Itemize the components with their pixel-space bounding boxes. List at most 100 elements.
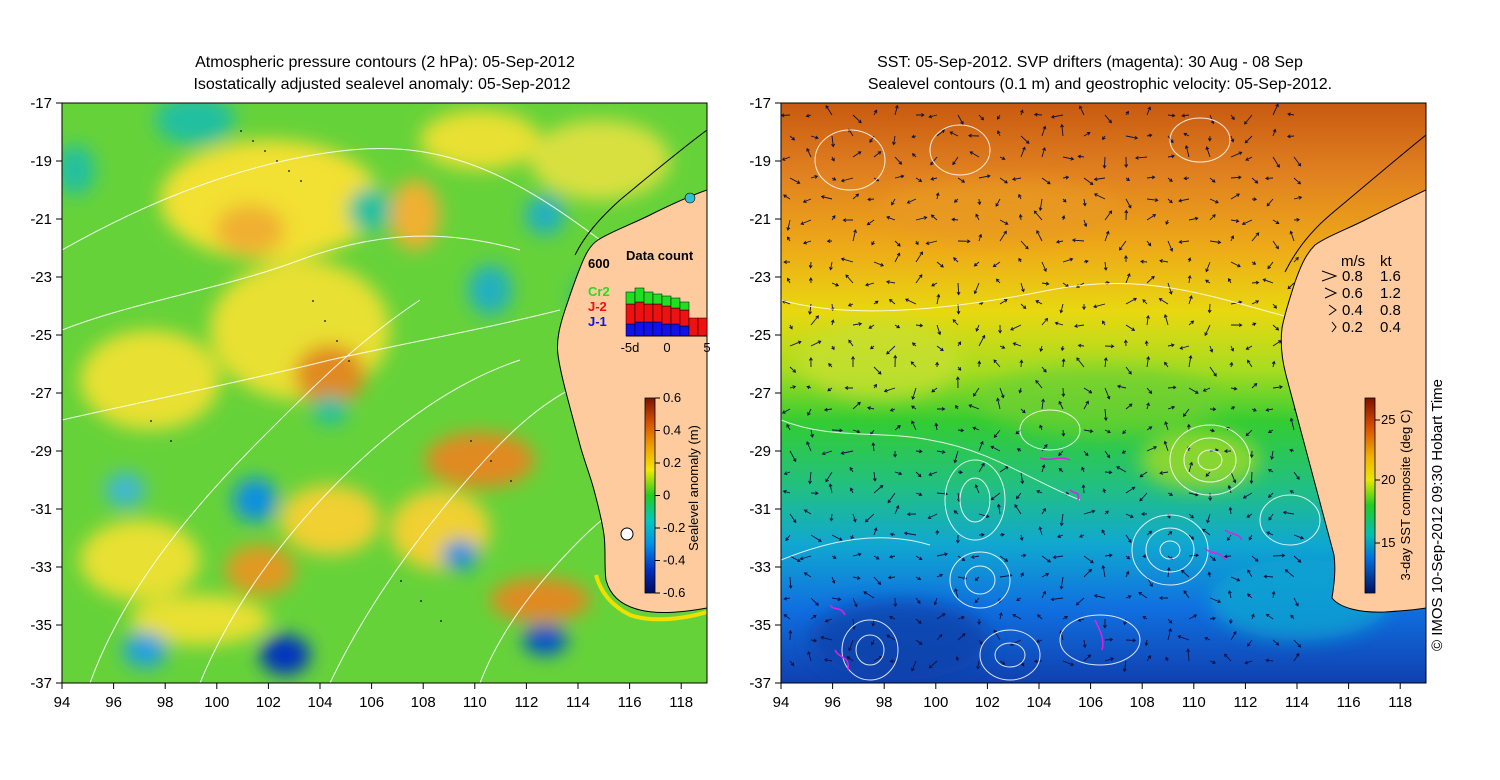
velocity-arrow <box>1159 470 1169 475</box>
velocity-arrow <box>1163 313 1169 326</box>
velocity-arrow <box>887 575 896 580</box>
velocity-arrow <box>1293 177 1302 185</box>
velocity-arrow <box>1125 324 1136 331</box>
velocity-arrow <box>955 404 959 410</box>
velocity-arrow <box>852 114 862 124</box>
velocity-arrow <box>1015 597 1022 601</box>
velocity-arrow <box>915 555 923 561</box>
velocity-arrow <box>1058 450 1064 457</box>
tide-gauge-marker[interactable] <box>620 527 634 541</box>
velocity-arrow <box>1016 448 1022 452</box>
velocity-arrow <box>1125 297 1137 305</box>
velocity-arrow <box>936 613 946 620</box>
velocity-arrow <box>1293 217 1301 222</box>
velocity-arrow <box>1018 213 1023 221</box>
velocity-arrow <box>957 428 965 433</box>
velocity-arrow <box>1183 132 1190 137</box>
velocity-arrow <box>1227 589 1232 599</box>
velocity-arrow <box>1122 429 1127 435</box>
velocity-arrow <box>891 198 896 206</box>
velocity-arrow <box>1209 366 1217 377</box>
velocity-arrow <box>1041 555 1052 563</box>
velocity-arrow <box>1060 123 1064 137</box>
velocity-arrow <box>1041 464 1046 473</box>
right-map-area[interactable] <box>781 103 1426 683</box>
velocity-arrow <box>1019 359 1024 368</box>
right-lat-tick-label: -35 <box>749 617 771 634</box>
velocity-arrow <box>1083 387 1093 394</box>
velocity-arrow <box>1035 379 1043 389</box>
velocity-legend: m/s kt 0.8 1.60.6 1.20.4 0.80.2 0.4 <box>1321 253 1401 336</box>
velocity-arrow <box>1272 219 1280 224</box>
velocity-arrow <box>873 300 879 305</box>
left-lon-tick-label: 104 <box>307 694 332 711</box>
velocity-arrow <box>1167 618 1173 624</box>
velocity-arrow <box>1116 384 1127 389</box>
sla-colorbar: 0.6 0.4 0.2 0 -0.2 -0.4 -0.6 Sealevel anomaly … <box>644 390 701 600</box>
velocity-arrow <box>789 366 797 373</box>
velocity-arrow <box>1101 529 1106 536</box>
velocity-arrow <box>930 156 938 166</box>
velocity-arrow <box>1290 614 1295 620</box>
velocity-arrow <box>1247 639 1253 647</box>
velocity-arrow <box>1223 653 1232 662</box>
vel-legend-kt: 0.8 <box>1380 302 1401 319</box>
left-map-area[interactable] <box>55 95 707 683</box>
velocity-arrow <box>842 218 854 223</box>
velocity-arrow <box>807 650 812 662</box>
velocity-arrow <box>1272 385 1283 390</box>
velocity-arrow <box>1077 343 1085 348</box>
velocity-arrow <box>1167 154 1176 159</box>
velocity-arrow <box>852 429 861 434</box>
velocity-arrow <box>889 408 896 412</box>
coastal-station-marker[interactable] <box>684 192 696 204</box>
velocity-arrow <box>1142 616 1148 620</box>
velocity-arrow <box>999 387 1005 399</box>
right-lon-axis: 94 96 98 100 102 104 106 108 110 112 114 116 118 <box>773 683 1412 711</box>
velocity-arrow <box>889 554 896 559</box>
data-count-600-label: 600 <box>588 256 610 271</box>
velocity-arrow <box>894 504 900 515</box>
velocity-arrow <box>911 405 917 410</box>
velocity-arrow <box>1038 198 1043 212</box>
dc-bar-j1 <box>679 325 690 337</box>
left-lon-tick-label: 110 <box>463 694 487 711</box>
velocity-arrow <box>866 219 875 226</box>
velocity-arrow <box>1052 555 1064 560</box>
velocity-arrow <box>1209 407 1217 412</box>
velocity-arrow <box>1293 534 1305 540</box>
velocity-arrow <box>851 355 855 367</box>
velocity-arrow <box>894 104 899 116</box>
velocity-arrow <box>1012 342 1022 347</box>
left-lon-tick-label: 102 <box>256 694 281 711</box>
velocity-arrow <box>1242 492 1253 499</box>
velocity-arrow <box>1050 597 1064 602</box>
velocity-arrow <box>1141 512 1147 516</box>
velocity-arrow <box>1054 321 1064 326</box>
velocity-arrow <box>1180 569 1190 578</box>
left-lat-tick-label: -17 <box>30 95 52 112</box>
velocity-arrow <box>1062 198 1067 203</box>
left-lat-tick-label: -25 <box>30 327 52 344</box>
velocity-arrow <box>889 659 896 664</box>
velocity-arrow <box>957 633 966 641</box>
velocity-arrow <box>1230 406 1236 410</box>
vel-legend-ms: 0.6 <box>1342 285 1363 302</box>
velocity-arrow <box>852 401 861 410</box>
velocity-arrow <box>783 194 791 200</box>
velocity-arrow <box>1167 240 1174 252</box>
velocity-arrow <box>934 422 939 431</box>
velocity-arrow <box>873 261 885 267</box>
velocity-arrow <box>1207 571 1212 578</box>
velocity-arrow <box>915 177 923 182</box>
velocity-arrow <box>1083 509 1096 515</box>
velocity-arrow <box>1103 618 1107 629</box>
velocity-arrow <box>821 450 833 456</box>
velocity-arrow <box>831 597 842 602</box>
velocity-arrow <box>1272 156 1280 168</box>
velocity-arrow <box>1146 175 1156 180</box>
velocity-arrow <box>951 217 959 222</box>
velocity-arrow <box>1146 402 1150 410</box>
velocity-arrow <box>805 113 812 118</box>
velocity-arrow <box>915 251 923 263</box>
